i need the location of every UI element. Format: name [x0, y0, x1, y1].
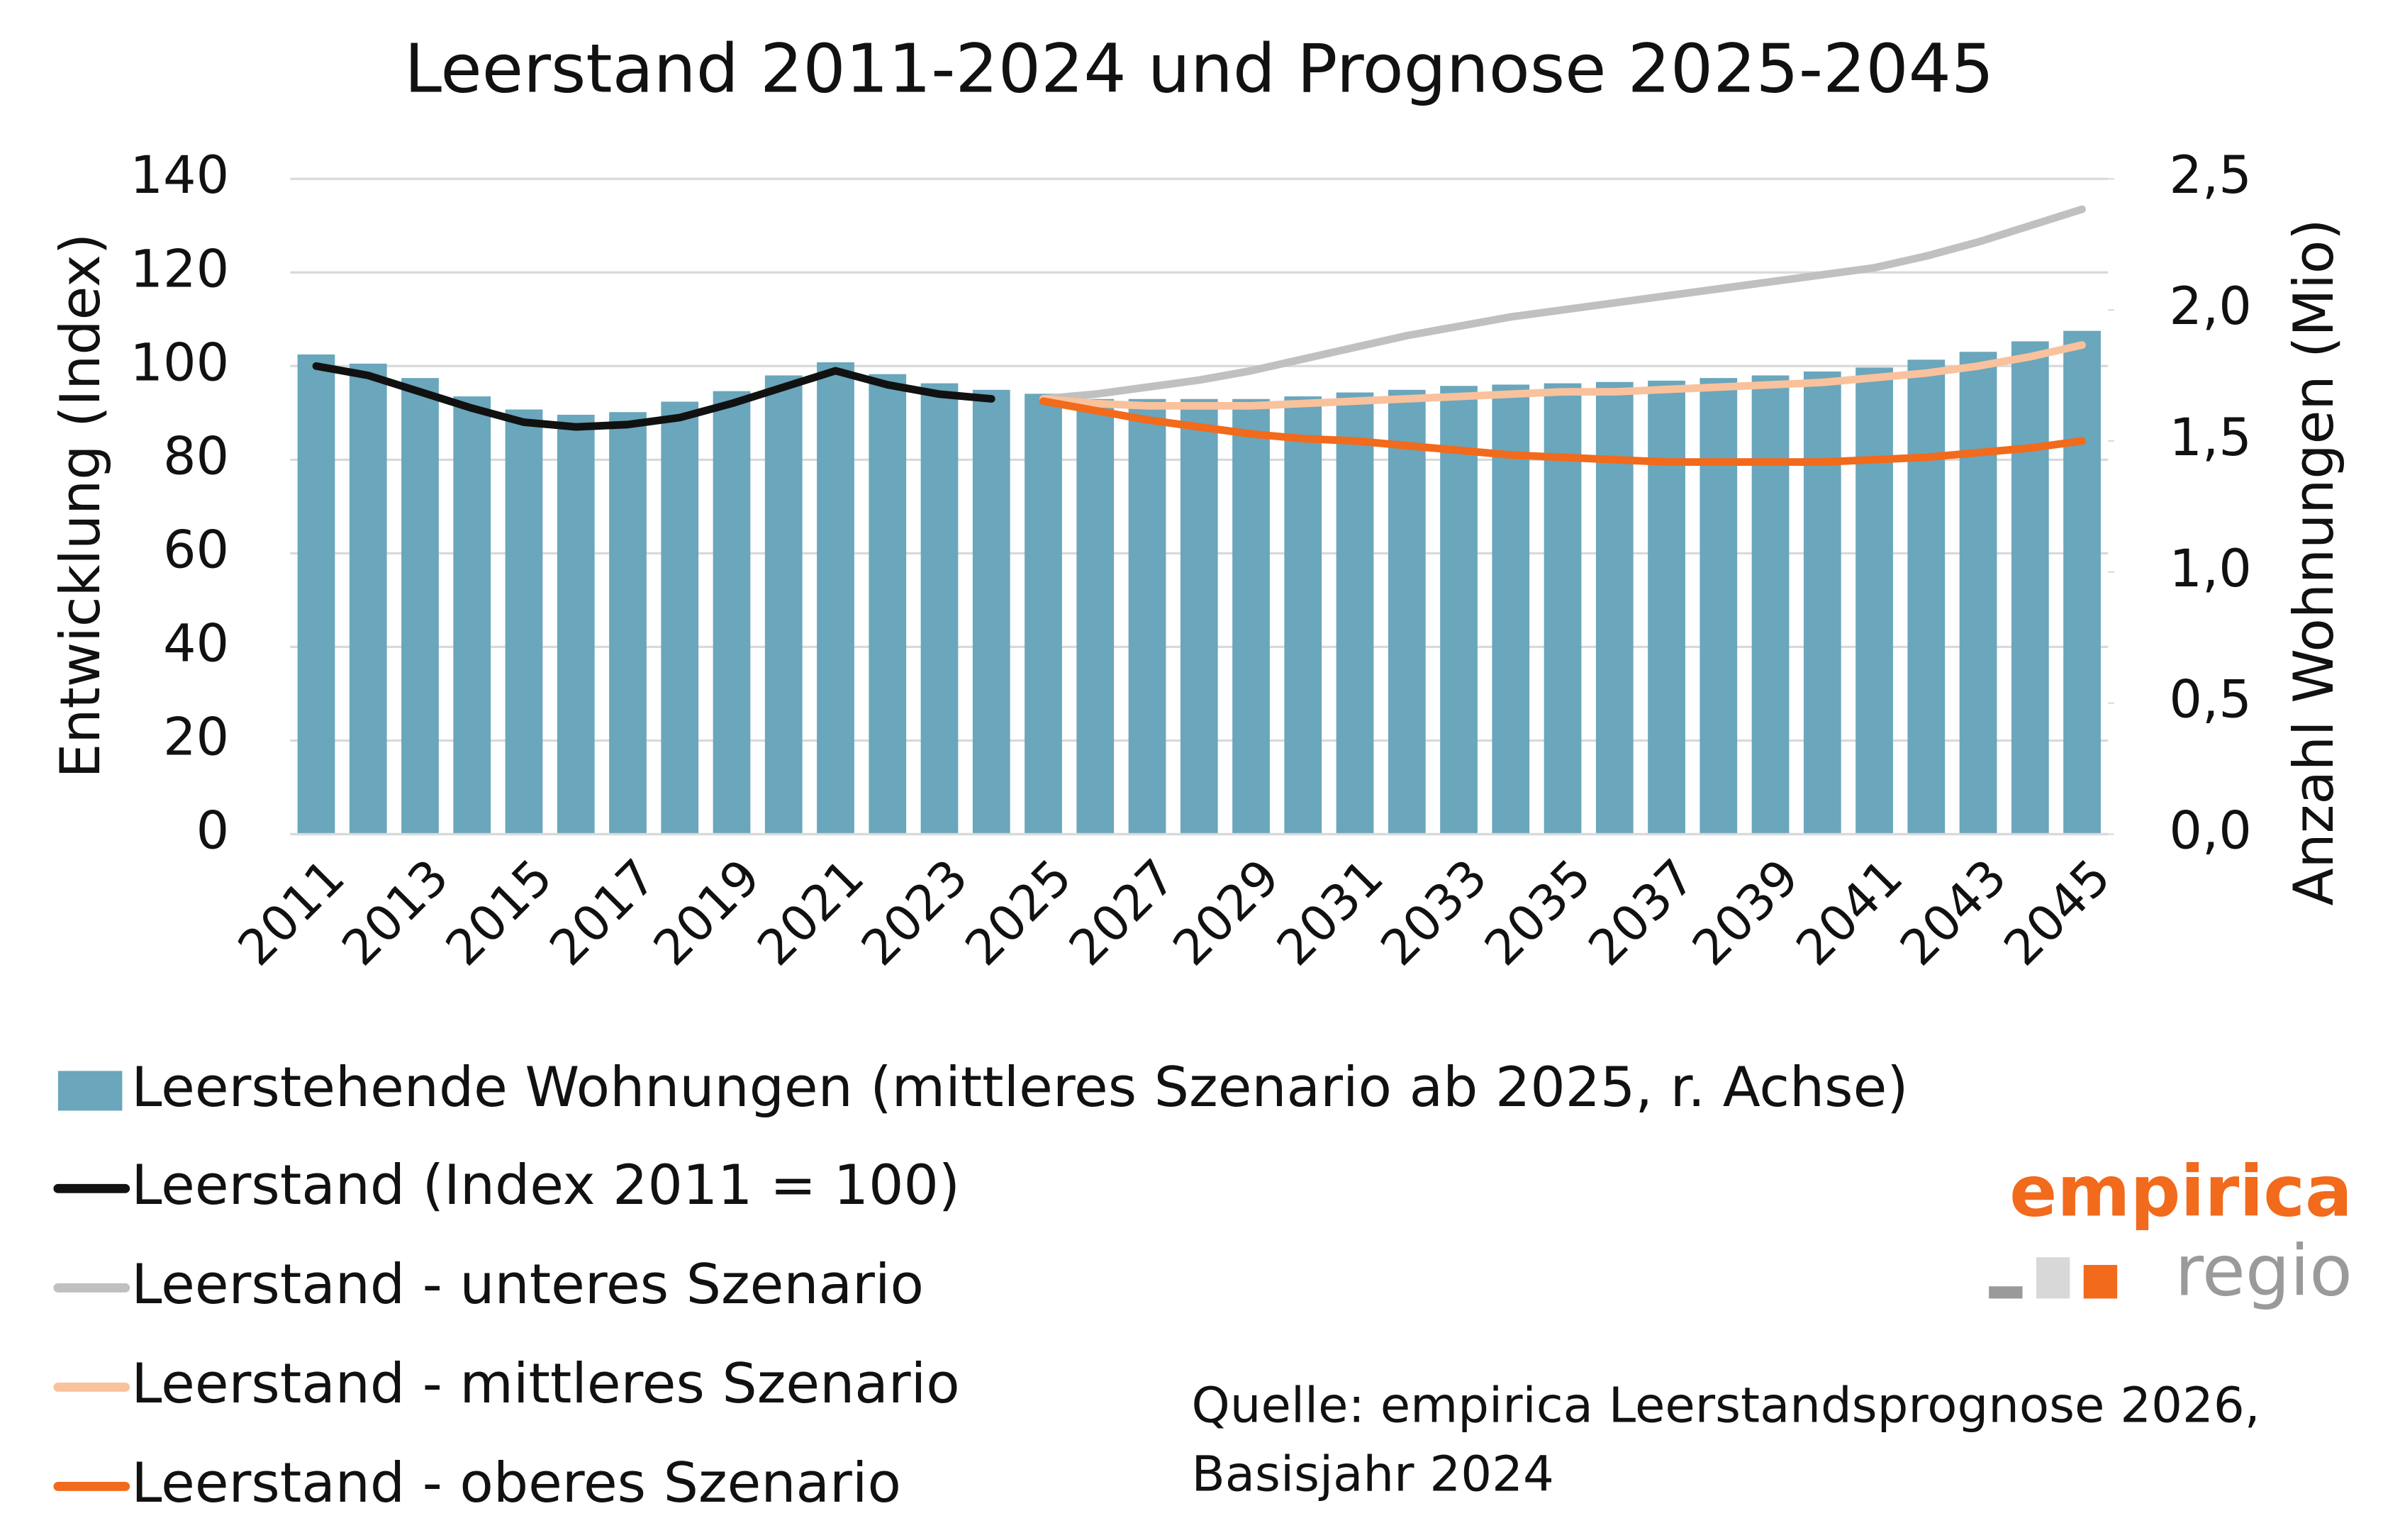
bar: [764, 375, 803, 835]
bar: [1025, 394, 1062, 835]
x-tick-label: 2011: [228, 849, 356, 977]
y2-tick-label: 1,0: [2169, 539, 2252, 599]
bar: [1700, 378, 1738, 835]
x-tick-label: 2019: [643, 849, 771, 977]
logo-square: [2036, 1257, 2070, 1299]
bar: [661, 401, 699, 835]
x-tick-label: 2035: [1474, 849, 1602, 977]
bar: [1544, 383, 1582, 835]
bar: [920, 383, 959, 835]
chart-title: Leerstand 2011-2024 und Prognose 2025-20…: [404, 30, 1994, 108]
line: [1039, 205, 2086, 403]
y-tick-label: 120: [130, 239, 229, 299]
x-tick-label: 2021: [747, 849, 876, 977]
bar: [1284, 396, 1322, 835]
bar: [1492, 384, 1530, 835]
x-tick-label: 2041: [1786, 849, 1914, 977]
logo-square: [2083, 1265, 2118, 1299]
bar: [1959, 352, 1997, 835]
bar: [869, 374, 907, 835]
x-tick-label: 2025: [955, 849, 1083, 977]
bar: [1751, 375, 1790, 835]
source: Basisjahr 2024: [1192, 1446, 1554, 1503]
bar: [1336, 392, 1374, 835]
line: [1039, 397, 2086, 467]
source: Quelle: empirica Leerstandsprognose 2026…: [1192, 1378, 2260, 1434]
legend-label: Leerstand - mittleres Szenario: [131, 1352, 959, 1416]
bar: [817, 362, 854, 835]
x-tick-label: 2033: [1371, 849, 1499, 977]
y2-tick-label: 2,5: [2169, 145, 2252, 206]
y2-axis-label: Anzahl Wohnungen (Mio): [2282, 218, 2346, 905]
legend-swatch: [57, 1071, 123, 1111]
bar: [1595, 381, 1634, 835]
y-tick-label: 0: [196, 801, 230, 861]
bar: [1076, 398, 1115, 835]
bar: [972, 389, 1010, 835]
y-tick-label: 80: [163, 426, 229, 486]
y-tick-label: 100: [130, 333, 229, 393]
line: [312, 362, 995, 431]
bar: [1440, 386, 1478, 835]
legend-label: Leerstand - unteres Szenario: [131, 1253, 924, 1317]
x-tick-label: 2043: [1890, 849, 2018, 977]
x-tick-label: 2029: [1163, 849, 1291, 977]
bar: [1803, 371, 1841, 835]
line: [1039, 341, 2086, 410]
bar: [609, 412, 647, 835]
x-tick-label: 2017: [540, 849, 668, 977]
logo-sub: regio: [2175, 1230, 2353, 1312]
bar: [1855, 367, 1893, 835]
bar: [713, 391, 751, 835]
bar: [297, 354, 335, 835]
legend-label: Leerstand - oberes Szenario: [131, 1451, 901, 1515]
x-tick-label: 2023: [851, 849, 979, 977]
bar: [2063, 330, 2101, 835]
logo-square: [1989, 1286, 2023, 1299]
y-tick-label: 40: [163, 613, 229, 674]
x-tick-label: 2037: [1578, 849, 1707, 977]
y-axis-label: Entwicklung (Index): [49, 233, 113, 779]
x-tick-label: 2027: [1059, 849, 1187, 977]
y2-tick-label: 2,0: [2169, 277, 2252, 337]
bar: [453, 396, 491, 835]
legend-label: Leerstand (Index 2011 = 100): [131, 1154, 960, 1217]
y-tick-label: 140: [130, 145, 229, 206]
legend-label: Leerstehende Wohnungen (mittleres Szenar…: [131, 1056, 1908, 1120]
bar: [1907, 359, 1946, 835]
bar: [505, 409, 543, 835]
bar: [557, 414, 595, 835]
x-tick-label: 2013: [331, 849, 459, 977]
y-tick-label: 20: [163, 707, 229, 767]
bar: [1648, 380, 1685, 835]
x-tick-label: 2045: [1994, 849, 2122, 977]
y2-tick-label: 0,0: [2169, 801, 2252, 861]
x-tick-label: 2015: [435, 849, 564, 977]
bar: [1180, 398, 1218, 835]
bar: [349, 363, 387, 835]
y-tick-label: 60: [163, 520, 229, 580]
bar: [1128, 398, 1166, 835]
x-tick-label: 2031: [1266, 849, 1395, 977]
bar: [401, 378, 439, 835]
bar: [1232, 398, 1270, 835]
y2-tick-label: 0,5: [2169, 670, 2252, 730]
x-tick-label: 2039: [1682, 849, 1810, 977]
bar: [2011, 341, 2049, 835]
logo-name: empirica: [2009, 1151, 2353, 1232]
y2-tick-label: 1,5: [2169, 408, 2252, 468]
bar: [1388, 389, 1426, 835]
